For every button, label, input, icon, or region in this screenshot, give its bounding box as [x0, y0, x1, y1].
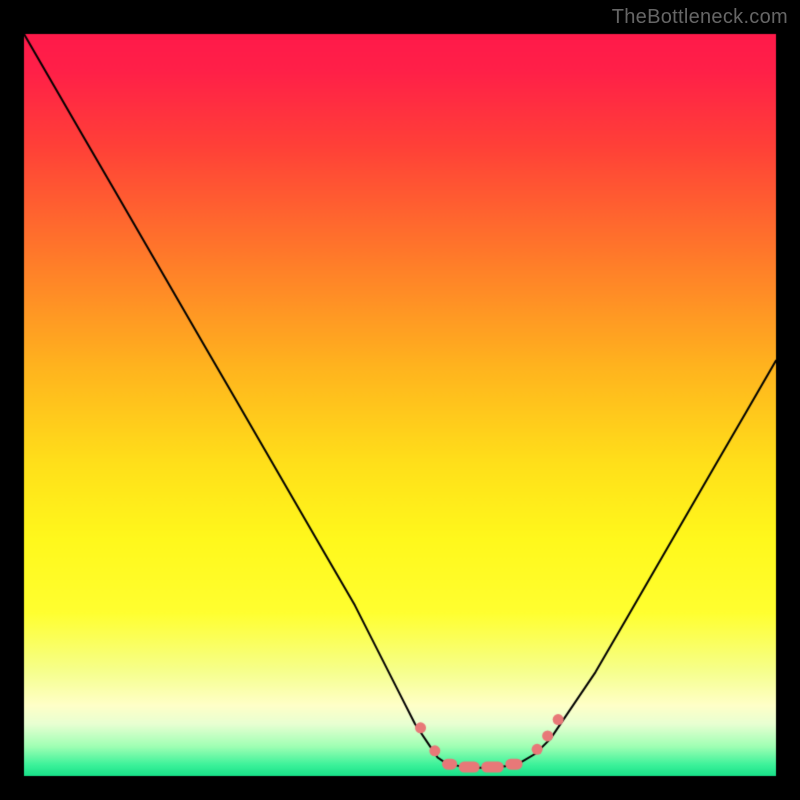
watermark-text: TheBottleneck.com — [612, 6, 788, 29]
bottleneck-curve-chart — [0, 0, 800, 800]
